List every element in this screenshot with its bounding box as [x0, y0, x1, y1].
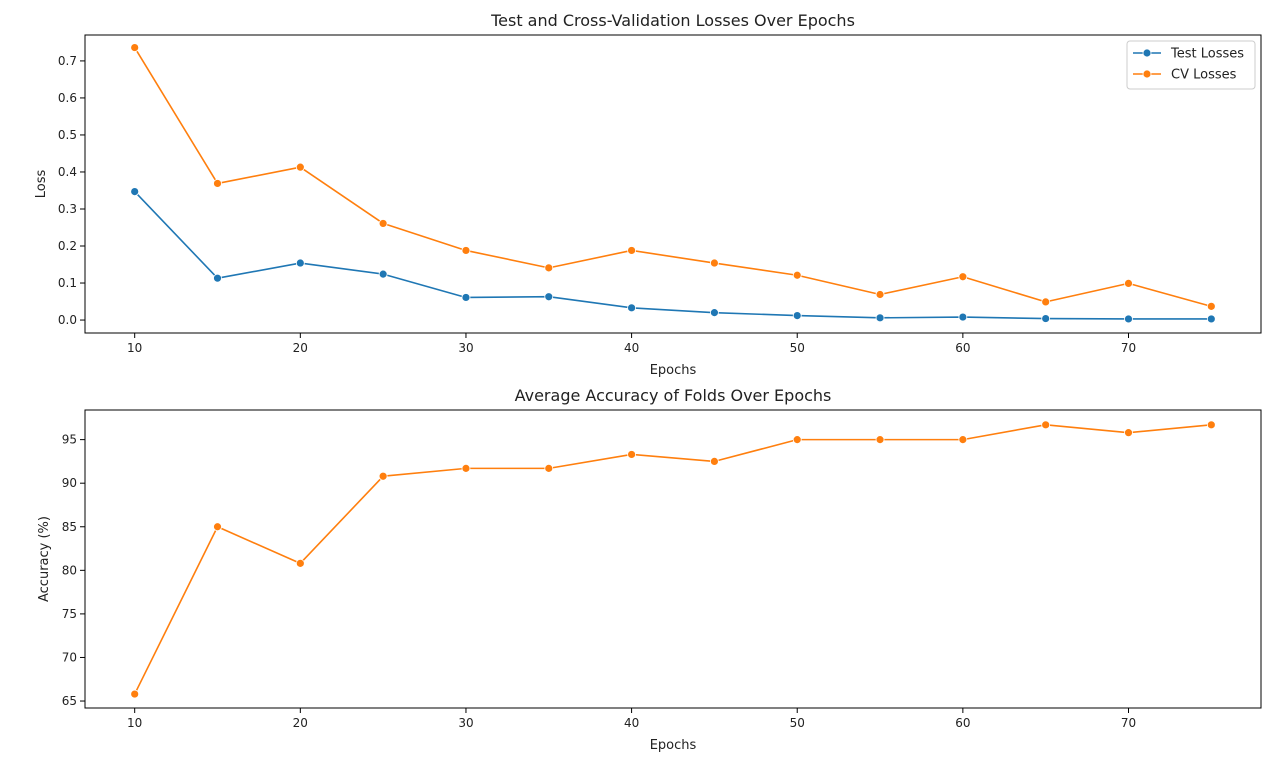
- data-point: [1206, 314, 1216, 324]
- data-point: [130, 187, 140, 196]
- data-point: [958, 312, 968, 322]
- accuracy-chart: Average Accuracy of Folds Over Epochs 10 2…: [37, 386, 1262, 753]
- data-point: [1206, 301, 1216, 311]
- y-tick-label: 0.7: [58, 54, 77, 68]
- data-point: [295, 558, 305, 568]
- x-tick-label: 70: [1121, 716, 1136, 730]
- data-point: [378, 219, 388, 228]
- data-point: [958, 435, 968, 445]
- y-tick-label: 65: [62, 694, 77, 708]
- x-tick-label: 40: [624, 716, 639, 730]
- data-point: [1124, 314, 1133, 324]
- y-tick-label: 0.5: [58, 128, 77, 142]
- y-tick-label: 0.2: [58, 239, 77, 253]
- y-tick-label: 0.6: [58, 91, 77, 105]
- data-point: [1041, 314, 1051, 323]
- legend-swatch-marker: [1142, 48, 1152, 58]
- data-point: [544, 263, 554, 273]
- data-point: [875, 435, 885, 445]
- data-point: [627, 246, 636, 255]
- data-point: [627, 303, 636, 313]
- data-point: [875, 290, 885, 299]
- y-tick-label: 85: [62, 520, 77, 534]
- x-tick-label: 40: [624, 341, 639, 355]
- data-point: [544, 463, 554, 473]
- x-axis-label: Epochs: [650, 363, 697, 378]
- data-point: [1041, 297, 1051, 307]
- data-point: [130, 689, 140, 699]
- y-axis-label: Loss: [34, 170, 49, 199]
- data-point: [1124, 278, 1133, 288]
- plot-frame: [84, 34, 1262, 334]
- x-tick-label: 10: [127, 716, 142, 730]
- y-tick-label: 80: [62, 563, 77, 577]
- data-point: [295, 162, 305, 172]
- x-tick-label: 10: [127, 341, 142, 355]
- series-line-1: [134, 47, 1212, 308]
- data-point: [1206, 420, 1216, 430]
- y-tick-label: 0.3: [58, 202, 77, 216]
- data-point: [295, 258, 305, 268]
- data-point: [627, 450, 636, 459]
- y-tick-label: 0.0: [58, 313, 77, 327]
- data-point: [213, 273, 222, 283]
- y-tick-label: 70: [62, 650, 77, 664]
- data-point: [958, 272, 968, 282]
- data-point: [461, 463, 471, 473]
- y-tick-label: 75: [62, 607, 77, 621]
- chart-title: Average Accuracy of Folds Over Epochs: [515, 386, 832, 405]
- legend-label: CV Losses: [1171, 68, 1237, 83]
- data-point: [130, 43, 140, 52]
- data-point: [378, 471, 388, 481]
- legend-swatch-marker: [1142, 69, 1152, 79]
- x-tick-label: 60: [955, 341, 970, 355]
- y-tick-label: 95: [62, 433, 77, 447]
- x-tick-label: 30: [458, 716, 473, 730]
- x-tick-label: 30: [458, 341, 473, 355]
- data-point: [792, 435, 802, 445]
- data-point: [544, 292, 554, 302]
- data-point: [792, 311, 802, 321]
- data-point: [461, 293, 471, 302]
- series-line-0: [134, 191, 1212, 320]
- x-axis-label: Epochs: [650, 738, 697, 753]
- legend: Test Losses CV Losses: [1126, 40, 1256, 90]
- data-point: [875, 313, 885, 323]
- data-point: [792, 270, 802, 280]
- data-point: [213, 179, 222, 188]
- x-tick-label: 70: [1121, 341, 1136, 355]
- data-point: [378, 269, 388, 279]
- data-point: [213, 522, 222, 532]
- data-point: [710, 258, 719, 268]
- data-point: [1041, 420, 1051, 430]
- series-line-0: [133, 424, 1212, 695]
- legend-label: Test Losses: [1170, 47, 1244, 62]
- x-tick-label: 50: [790, 341, 805, 355]
- y-tick-label: 0.1: [58, 276, 77, 290]
- x-tick-label: 20: [293, 716, 308, 730]
- data-point: [1124, 428, 1133, 438]
- x-tick-label: 50: [790, 716, 805, 730]
- chart-title: Test and Cross-Validation Losses Over Ep…: [490, 11, 855, 30]
- data-point: [461, 246, 471, 255]
- loss-chart: Test and Cross-Validation Losses Over Ep…: [34, 11, 1262, 378]
- y-tick-label: 90: [62, 476, 77, 490]
- x-tick-label: 60: [955, 716, 970, 730]
- x-tick-label: 20: [293, 341, 308, 355]
- y-axis-label: Accuracy (%): [37, 516, 52, 602]
- data-point: [710, 308, 719, 318]
- plot-frame: [84, 409, 1262, 709]
- data-point: [710, 457, 719, 466]
- y-tick-label: 0.4: [58, 165, 77, 179]
